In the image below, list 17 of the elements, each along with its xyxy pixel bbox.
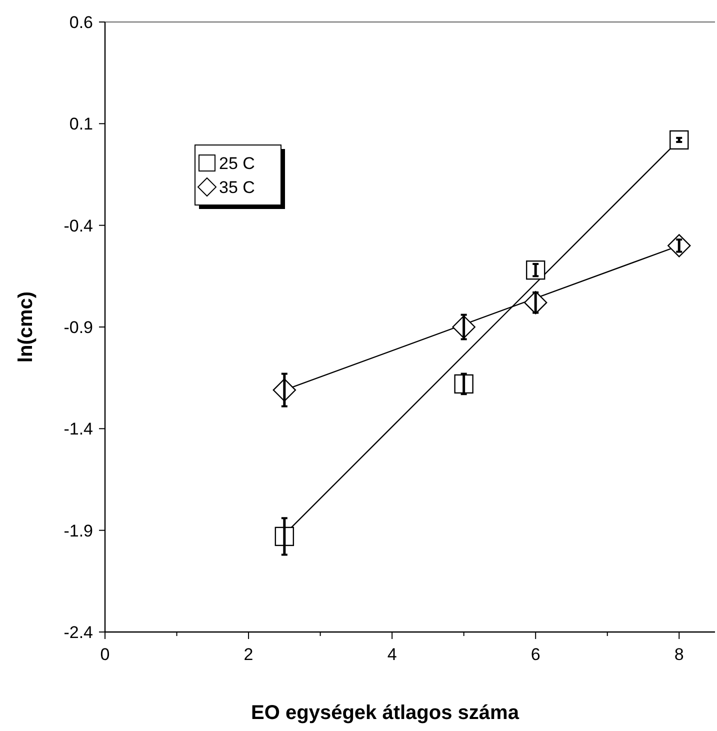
y-tick-label: 0.1 — [69, 114, 93, 134]
legend-label: 25 C — [219, 154, 255, 173]
x-tick-label: 2 — [244, 645, 254, 664]
y-tick-label: 0.6 — [69, 12, 93, 32]
y-tick-label: -0.4 — [64, 216, 93, 236]
y-axis-title: ln(cmc) — [15, 291, 37, 363]
x-tick-label: 8 — [674, 645, 684, 664]
legend-label: 35 C — [219, 178, 255, 197]
y-tick-label: -1.9 — [64, 521, 93, 540]
point — [670, 130, 689, 150]
y-tick-label: -1.4 — [64, 420, 93, 439]
x-tick-label: 6 — [530, 645, 540, 664]
x-axis-title: EO egységek átlagos száma — [251, 702, 520, 724]
y-tick-label: -2.4 — [64, 622, 93, 642]
x-tick-label: 0 — [100, 645, 110, 664]
y-tick-label: -0.9 — [64, 318, 93, 337]
x-tick-label: 4 — [387, 645, 397, 664]
